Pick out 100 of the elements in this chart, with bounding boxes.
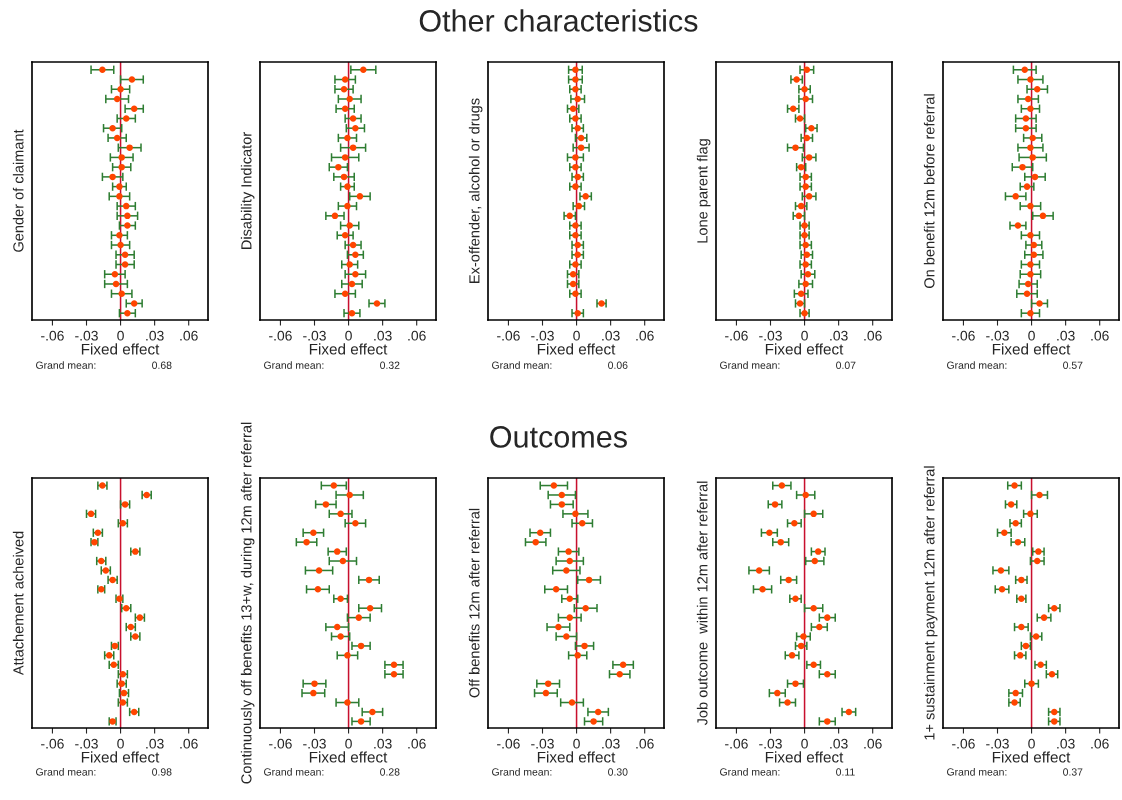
y-axis-title: Continuously off benefits 13+w, during 12m after referral	[240, 422, 255, 784]
point	[590, 718, 597, 725]
x-axis-title: Fixed effect	[992, 343, 1071, 355]
x-tick-label: 0	[345, 330, 352, 341]
x-tick-label: 0	[801, 330, 808, 341]
point	[330, 482, 338, 489]
text: Grand mean:	[264, 361, 324, 369]
point	[566, 614, 574, 621]
point	[805, 154, 813, 161]
point	[111, 270, 119, 278]
x-tick-label: .03	[374, 738, 392, 749]
chart-title: Outcomes	[490, 426, 627, 448]
point	[558, 501, 566, 508]
point	[1027, 270, 1034, 278]
x-tick-label: .06	[408, 738, 426, 749]
point	[619, 661, 627, 669]
point	[340, 173, 348, 181]
x-tick-label: -.03	[531, 330, 554, 341]
x-tick-label: -.06	[725, 330, 748, 341]
point	[803, 66, 811, 74]
y-axis-title: Job outcome within 12m after referral	[696, 481, 708, 726]
point	[555, 623, 562, 631]
point	[314, 586, 322, 593]
point	[337, 633, 344, 640]
point	[357, 718, 365, 725]
point	[373, 300, 381, 307]
point	[352, 270, 359, 278]
text: 0.30	[608, 768, 628, 776]
point	[1027, 309, 1034, 317]
point	[800, 633, 807, 640]
text: Grand mean:	[492, 361, 552, 369]
point	[811, 557, 819, 565]
point	[1033, 86, 1041, 93]
x-tick-label: .03	[602, 330, 620, 341]
point	[998, 586, 1006, 593]
point	[574, 309, 581, 317]
point	[784, 699, 791, 706]
point	[116, 183, 123, 190]
point	[550, 482, 558, 489]
x-axis-title: Fixed effect	[992, 751, 1071, 763]
point	[824, 614, 831, 621]
point	[113, 95, 121, 103]
point	[755, 567, 763, 574]
x-tick-label: .06	[180, 330, 198, 341]
point	[109, 173, 116, 181]
point	[130, 300, 138, 307]
x-tick-label: -.06	[497, 738, 520, 749]
point	[341, 154, 349, 161]
point	[1027, 510, 1034, 518]
point	[352, 251, 359, 259]
point	[804, 270, 812, 278]
text: 0.57	[1063, 361, 1083, 369]
x-axis-title: Fixed effect	[765, 751, 844, 763]
x-tick-label: -.06	[952, 330, 975, 341]
point	[1036, 300, 1043, 307]
point	[997, 567, 1005, 574]
point	[572, 76, 579, 83]
point	[552, 586, 560, 593]
point	[532, 538, 539, 546]
point	[824, 670, 831, 678]
point	[390, 670, 398, 678]
point	[1027, 144, 1034, 151]
text: 0.98	[152, 768, 172, 776]
point	[778, 482, 786, 489]
point	[341, 290, 349, 297]
point	[344, 652, 351, 659]
x-axis-title: Fixed effect	[309, 343, 388, 355]
point	[116, 232, 123, 239]
point	[118, 154, 125, 161]
point	[1024, 95, 1032, 103]
point	[341, 76, 349, 83]
point	[341, 232, 349, 239]
x-tick-label: -.03	[75, 330, 98, 341]
point	[121, 251, 129, 259]
point	[124, 222, 131, 229]
x-tick-label: -.06	[41, 330, 64, 341]
point	[788, 652, 796, 659]
x-tick-label: -.03	[986, 738, 1009, 749]
point	[793, 76, 800, 83]
x-tick-label: 0	[117, 738, 124, 749]
x-tick-label: -.03	[759, 738, 782, 749]
point	[116, 193, 123, 200]
x-tick-label: .06	[864, 330, 882, 341]
point	[578, 520, 586, 527]
x-axis-title: Fixed effect	[537, 751, 616, 763]
y-axis-title: On benefit 12m before referral	[923, 94, 935, 288]
point	[109, 124, 116, 132]
point	[357, 642, 365, 650]
point	[118, 163, 125, 171]
x-axis-title: Fixed effect	[81, 751, 160, 763]
point	[124, 212, 131, 220]
point	[1022, 115, 1030, 122]
x-tick-label: 0	[1028, 738, 1035, 749]
point	[346, 95, 353, 103]
text: 0.37	[1063, 768, 1083, 776]
point	[128, 76, 136, 83]
point	[349, 241, 357, 249]
point	[574, 652, 581, 659]
point	[568, 699, 576, 706]
point	[805, 193, 813, 200]
